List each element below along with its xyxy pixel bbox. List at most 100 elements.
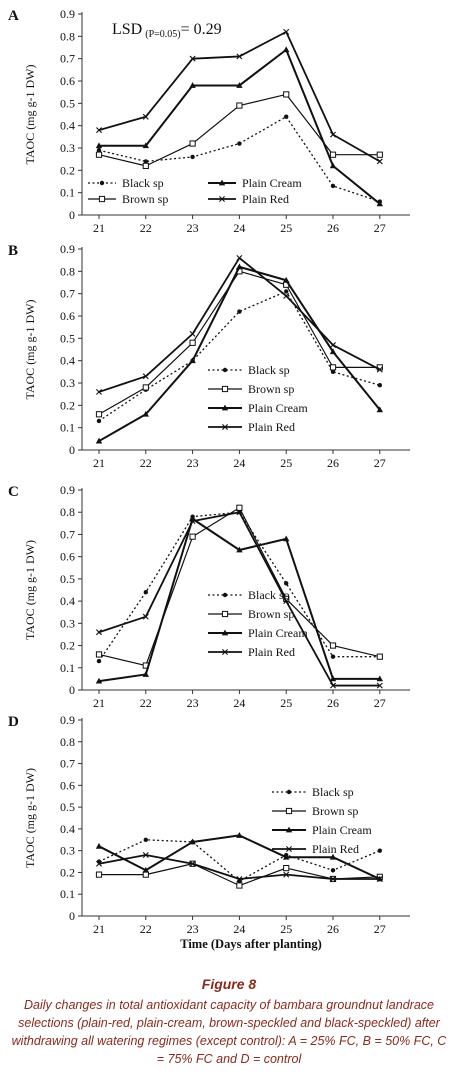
x-tick-label: 27 (374, 922, 386, 936)
legend-marker (221, 385, 229, 393)
data-point (236, 832, 243, 838)
data-point (376, 200, 383, 207)
data-point (142, 162, 149, 169)
x-tick-label: 23 (187, 922, 199, 936)
data-point (236, 546, 243, 553)
x-tick-label: 22 (140, 221, 152, 235)
data-point (376, 875, 383, 882)
legend: Black sp Brown sp Plain Cream Plain Red (208, 363, 308, 434)
data-point (96, 388, 102, 395)
y-tick-label: 0.9 (60, 713, 75, 727)
data-point (283, 91, 290, 98)
y-tick-label: 0.4 (60, 119, 75, 133)
y-tick-label: 0.2 (60, 639, 75, 653)
legend-label: Plain Cream (242, 176, 302, 190)
y-tick-label: 0.8 (60, 29, 75, 43)
x-tick-label: 27 (374, 696, 386, 710)
legend-marker (219, 196, 225, 202)
legend-label: Brown sp (248, 607, 294, 621)
y-tick-label: 0.8 (60, 264, 75, 278)
y-tick-label: 0.6 (60, 778, 75, 792)
data-point (143, 159, 148, 164)
y-tick-label: 0.3 (60, 844, 75, 858)
data-point (143, 590, 148, 595)
data-point (330, 369, 336, 375)
y-tick-label: 0.3 (60, 616, 75, 630)
y-tick-label: 0.7 (60, 287, 75, 301)
data-point (96, 658, 102, 664)
data-point (95, 151, 103, 158)
data-point (189, 838, 196, 845)
data-point (237, 141, 242, 146)
legend-label: Plain Cream (248, 401, 308, 415)
data-point (96, 418, 102, 424)
data-point (236, 53, 243, 60)
data-point (189, 330, 196, 337)
x-tick-label: 25 (280, 221, 292, 235)
data-point (283, 292, 290, 299)
data-point (330, 342, 336, 349)
data-point (189, 357, 196, 364)
x-tick-label: 22 (140, 922, 152, 936)
x-axis-label: Time (Days after planting) (180, 937, 322, 951)
y-tick-label: 0 (69, 443, 75, 457)
y-tick-label: 0.3 (60, 141, 75, 155)
series-line (98, 265, 381, 442)
data-point (329, 853, 337, 860)
legend-marker (286, 789, 292, 795)
data-point (330, 654, 336, 659)
y-axis-label: TAOC (mg g-1 DW) (23, 299, 37, 399)
data-point (236, 875, 243, 882)
y-tick-label: 0.5 (60, 572, 75, 586)
chart-panel-a: A 0 0.1 0.2 0.3 0.4 0.5 0.6 0.7 0.8 0.9 21 22 23 24 25 2… (8, 7, 410, 235)
x-tick-label: 21 (93, 922, 105, 936)
x-tick-label: 25 (280, 696, 292, 710)
legend-marker (221, 610, 229, 618)
data-point (376, 675, 383, 682)
data-point (95, 651, 103, 658)
y-tick-label: 0.6 (60, 550, 75, 564)
panel-label: A (8, 8, 19, 24)
y-axis-label: TAOC (mg g-1 DW) (23, 768, 37, 868)
y-tick-label: 0.2 (60, 865, 75, 879)
data-point (283, 853, 290, 860)
y-tick-label: 0.4 (60, 594, 75, 608)
data-point (236, 102, 243, 109)
x-tick-label: 24 (233, 922, 245, 936)
y-tick-label: 0.1 (60, 661, 75, 675)
data-point (95, 871, 103, 878)
x-tick-label: 23 (187, 696, 199, 710)
data-point (95, 142, 103, 149)
data-point (95, 677, 103, 684)
data-point (142, 113, 149, 120)
legend-marker (285, 807, 293, 815)
data-point (189, 140, 196, 147)
data-point (96, 148, 102, 153)
data-point (330, 868, 336, 873)
data-point (236, 263, 243, 270)
data-point (377, 383, 382, 388)
data-point (95, 437, 103, 444)
legend-label: Black sp (248, 588, 290, 602)
y-tick-label: 0.7 (60, 527, 75, 541)
y-tick-label: 0.7 (60, 757, 75, 771)
legend-label: Brown sp (312, 804, 358, 818)
y-tick-label: 0.5 (60, 800, 75, 814)
data-point (96, 127, 102, 134)
data-point (377, 848, 382, 853)
y-axis-label: TAOC (mg g-1 DW) (23, 64, 37, 164)
y-tick-label: 0.6 (60, 74, 75, 88)
x-tick-label: 23 (187, 456, 199, 470)
data-point (329, 642, 337, 649)
legend-marker (222, 649, 228, 655)
y-axis-label: TAOC (mg g-1 DW) (23, 540, 37, 640)
x-tick-label: 21 (93, 221, 105, 235)
x-tick-label: 27 (374, 221, 386, 235)
series-line (98, 507, 380, 667)
data-point (95, 411, 103, 418)
legend-label: Black sp (248, 363, 290, 377)
y-tick-label: 0.3 (60, 376, 75, 390)
y-tick-label: 0.1 (60, 887, 75, 901)
y-tick-label: 0.6 (60, 309, 75, 323)
data-point (330, 131, 336, 138)
